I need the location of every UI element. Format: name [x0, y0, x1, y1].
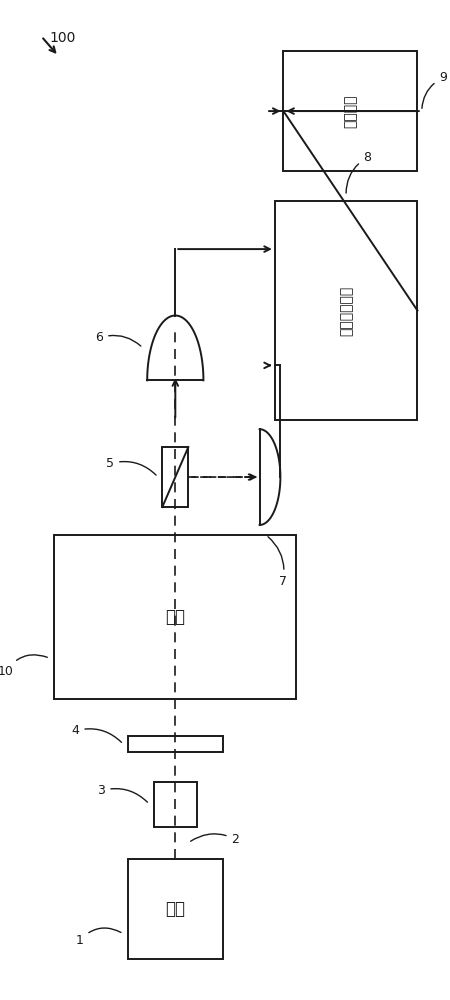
Text: 2: 2 [191, 833, 239, 846]
Bar [154, 782, 197, 827]
Bar [128, 859, 223, 959]
Text: 10: 10 [0, 655, 47, 678]
Text: 3: 3 [98, 784, 148, 802]
Text: 7: 7 [268, 537, 287, 588]
Bar [284, 51, 418, 171]
Text: 8: 8 [346, 151, 371, 193]
Text: 信号处理电路: 信号处理电路 [339, 285, 353, 336]
Bar [54, 535, 297, 699]
Bar [275, 201, 418, 420]
Text: 1: 1 [76, 928, 121, 947]
Text: 光源: 光源 [165, 900, 185, 918]
Bar [128, 736, 223, 752]
Text: 气室: 气室 [165, 608, 185, 626]
Text: 100: 100 [50, 31, 76, 45]
Text: 5: 5 [106, 457, 156, 475]
Text: 6: 6 [95, 331, 141, 346]
Text: 显示装置: 显示装置 [343, 94, 357, 128]
Bar [162, 447, 188, 507]
Text: 9: 9 [422, 71, 447, 108]
Text: 4: 4 [72, 724, 122, 742]
